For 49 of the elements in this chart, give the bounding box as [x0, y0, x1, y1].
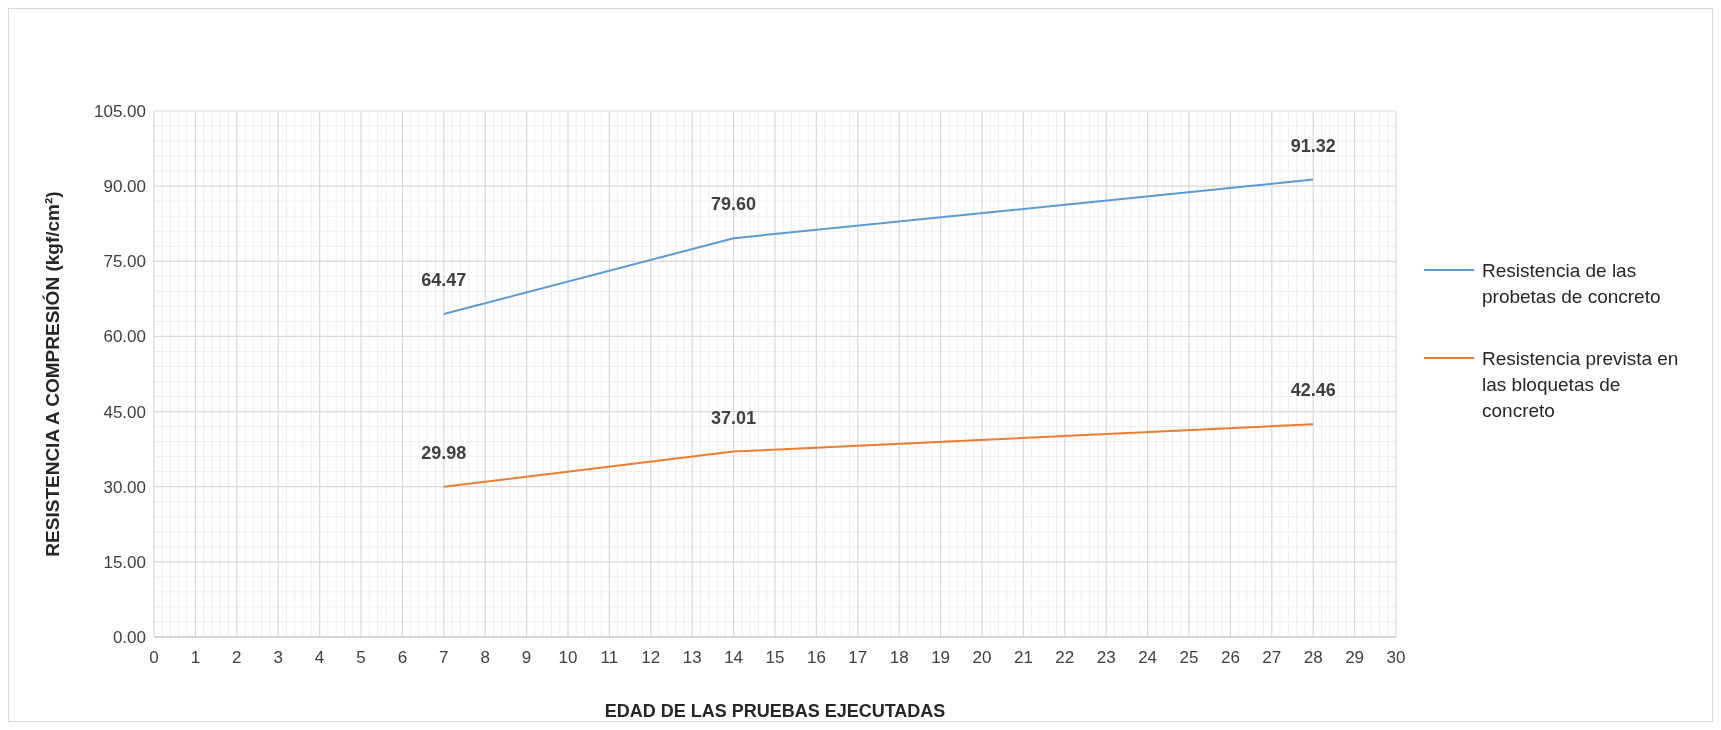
y-tick-label: 60.00	[103, 327, 146, 347]
x-tick-label: 14	[724, 648, 744, 667]
x-tick-label: 6	[397, 648, 408, 667]
data-label: 64.47	[421, 270, 467, 291]
x-tick-label: 24	[1138, 648, 1158, 667]
x-tick-label: 25	[1179, 648, 1199, 667]
x-tick-label: 23	[1096, 648, 1116, 667]
y-tick-label: 0.00	[112, 627, 146, 647]
data-label: 37.01	[711, 407, 757, 428]
x-tick-label: 30	[1386, 648, 1406, 667]
x-tick-label: 17	[848, 648, 868, 667]
x-tick-label: 4	[314, 648, 325, 667]
x-tick-label: 10	[558, 648, 578, 667]
x-axis-title: EDAD DE LAS PRUEBAS EJECUTADAS	[604, 701, 946, 721]
x-tick-label: 13	[682, 648, 702, 667]
y-tick-label: 75.00	[103, 252, 146, 272]
data-label: 42.46	[1290, 380, 1336, 401]
x-tick-label: 22	[1055, 648, 1075, 667]
x-tick-label: 21	[1013, 648, 1033, 667]
x-tick-label: 5	[356, 648, 366, 667]
y-tick-label: 105.00	[94, 101, 146, 121]
x-tick-label: 3	[273, 648, 283, 667]
x-tick-label: 29	[1345, 648, 1365, 667]
x-tick-label: 19	[931, 648, 951, 667]
legend-label: Resistencia prevista en las bloquetas de concreto	[1482, 347, 1679, 421]
y-tick-label: 90.00	[103, 177, 146, 197]
x-tick-label: 16	[806, 648, 826, 667]
legend-label: Resistencia de las probetas de concreto	[1482, 259, 1661, 307]
data-label: 29.98	[421, 442, 467, 463]
x-tick-label: 0	[149, 648, 159, 667]
x-tick-label: 1	[190, 648, 201, 667]
y-tick-label: 30.00	[103, 477, 146, 497]
y-tick-label: 45.00	[103, 402, 146, 422]
x-tick-label: 7	[439, 648, 449, 667]
x-tick-label: 26	[1220, 648, 1240, 667]
y-axis-title: RESISTENCIA A COMPRESIÓN (kgf/cm²)	[42, 191, 63, 557]
x-tick-label: 12	[641, 648, 661, 667]
x-tick-label: 9	[521, 648, 532, 667]
x-tick-label: 18	[889, 648, 909, 667]
y-tick-label: 15.00	[103, 552, 146, 572]
x-tick-label: 11	[600, 648, 619, 667]
x-tick-label: 2	[232, 648, 242, 667]
x-tick-label: 20	[972, 648, 992, 667]
data-label: 79.60	[711, 194, 757, 215]
x-tick-label: 27	[1262, 648, 1282, 667]
x-tick-label: 15	[765, 648, 785, 667]
x-tick-label: 8	[480, 648, 490, 667]
data-label: 91.32	[1290, 135, 1336, 156]
x-tick-label: 28	[1303, 648, 1323, 667]
